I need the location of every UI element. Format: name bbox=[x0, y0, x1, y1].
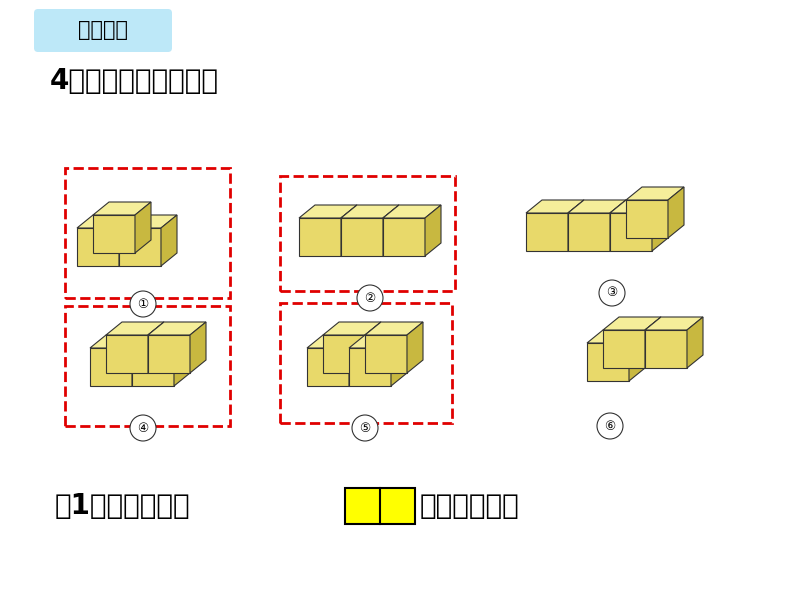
Polygon shape bbox=[341, 218, 383, 256]
Polygon shape bbox=[425, 205, 441, 256]
Polygon shape bbox=[135, 202, 151, 253]
Text: ⑤: ⑤ bbox=[360, 421, 371, 434]
Polygon shape bbox=[687, 317, 703, 368]
Polygon shape bbox=[391, 335, 407, 386]
Polygon shape bbox=[161, 215, 177, 266]
Polygon shape bbox=[341, 205, 357, 256]
Polygon shape bbox=[603, 330, 645, 368]
Polygon shape bbox=[174, 335, 190, 386]
Polygon shape bbox=[365, 335, 407, 373]
Polygon shape bbox=[77, 228, 119, 266]
Polygon shape bbox=[106, 322, 164, 335]
Circle shape bbox=[352, 415, 378, 441]
Text: 4．看一看，说一说。: 4．看一看，说一说。 bbox=[50, 67, 219, 95]
Text: 巩固练习: 巩固练习 bbox=[78, 20, 128, 40]
Text: ①: ① bbox=[137, 297, 148, 311]
Polygon shape bbox=[645, 317, 661, 368]
Polygon shape bbox=[106, 335, 148, 373]
Polygon shape bbox=[119, 228, 161, 266]
Text: ⑥: ⑥ bbox=[604, 420, 615, 433]
Polygon shape bbox=[587, 330, 645, 343]
Polygon shape bbox=[629, 330, 645, 381]
Text: ③: ③ bbox=[607, 287, 618, 300]
Bar bbox=[345, 488, 415, 524]
Circle shape bbox=[357, 285, 383, 311]
Polygon shape bbox=[132, 335, 148, 386]
Polygon shape bbox=[610, 213, 652, 251]
FancyBboxPatch shape bbox=[34, 9, 172, 52]
Polygon shape bbox=[383, 205, 399, 256]
Circle shape bbox=[130, 415, 156, 441]
Polygon shape bbox=[148, 322, 164, 373]
Polygon shape bbox=[119, 215, 177, 228]
Polygon shape bbox=[93, 202, 151, 215]
Polygon shape bbox=[307, 335, 365, 348]
Polygon shape bbox=[90, 348, 132, 386]
Polygon shape bbox=[645, 330, 687, 368]
Polygon shape bbox=[383, 218, 425, 256]
Polygon shape bbox=[645, 317, 703, 330]
Polygon shape bbox=[668, 187, 684, 238]
Polygon shape bbox=[77, 215, 135, 228]
Polygon shape bbox=[349, 335, 365, 386]
Polygon shape bbox=[299, 205, 357, 218]
Circle shape bbox=[599, 280, 625, 306]
Text: ④: ④ bbox=[137, 421, 148, 434]
Polygon shape bbox=[132, 335, 190, 348]
Text: 的有哪几个？: 的有哪几个？ bbox=[420, 492, 520, 520]
Polygon shape bbox=[119, 215, 135, 266]
Polygon shape bbox=[526, 213, 568, 251]
Polygon shape bbox=[383, 205, 441, 218]
Polygon shape bbox=[652, 200, 668, 251]
Polygon shape bbox=[568, 200, 626, 213]
Polygon shape bbox=[323, 335, 365, 373]
Polygon shape bbox=[341, 205, 399, 218]
Polygon shape bbox=[93, 215, 135, 253]
Polygon shape bbox=[132, 348, 174, 386]
Polygon shape bbox=[148, 322, 206, 335]
Circle shape bbox=[597, 413, 623, 439]
Polygon shape bbox=[526, 200, 584, 213]
Polygon shape bbox=[349, 335, 407, 348]
Polygon shape bbox=[90, 335, 148, 348]
Polygon shape bbox=[365, 322, 423, 335]
Polygon shape bbox=[148, 335, 190, 373]
Polygon shape bbox=[407, 322, 423, 373]
Polygon shape bbox=[323, 322, 381, 335]
Text: （1）从前面看是: （1）从前面看是 bbox=[55, 492, 191, 520]
Circle shape bbox=[130, 291, 156, 317]
Polygon shape bbox=[349, 348, 391, 386]
Polygon shape bbox=[587, 343, 629, 381]
Polygon shape bbox=[610, 200, 626, 251]
Polygon shape bbox=[603, 317, 661, 330]
Polygon shape bbox=[626, 187, 684, 200]
Polygon shape bbox=[626, 200, 668, 238]
Polygon shape bbox=[299, 218, 341, 256]
Polygon shape bbox=[190, 322, 206, 373]
Polygon shape bbox=[568, 200, 584, 251]
Polygon shape bbox=[307, 348, 349, 386]
Polygon shape bbox=[568, 213, 610, 251]
Polygon shape bbox=[365, 322, 381, 373]
Polygon shape bbox=[610, 200, 668, 213]
Text: ②: ② bbox=[364, 291, 376, 305]
